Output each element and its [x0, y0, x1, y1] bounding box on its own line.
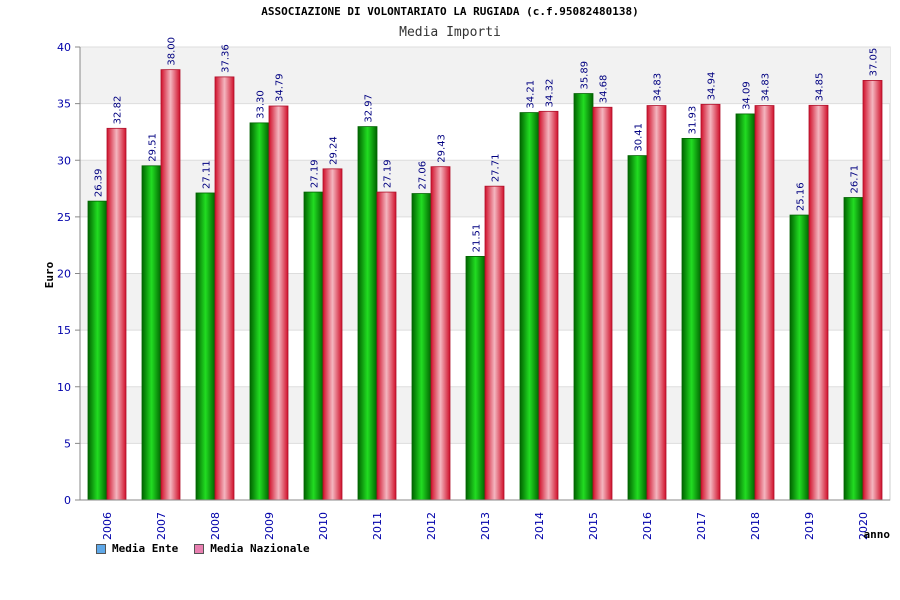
x-tick-label: 2015 [587, 512, 600, 540]
data-label-media-ente-2008: 27.11 [202, 160, 213, 189]
legend: Media Ente Media Nazionale [96, 542, 310, 555]
bar-media-nazionale-2012 [430, 166, 451, 501]
y-tick-label: 10 [57, 381, 71, 394]
x-tick-label: 2011 [371, 512, 384, 540]
bar-media-nazionale-2006 [106, 127, 127, 501]
data-label-media-ente-2020: 26.71 [850, 165, 861, 194]
bar-media-nazionale-2018 [754, 105, 775, 501]
bars [87, 69, 883, 501]
bar-media-nazionale-2017 [700, 103, 721, 501]
data-label-media-ente-2018: 34.09 [742, 81, 753, 110]
data-label-media-nazionale-2013: 27.71 [491, 154, 502, 183]
x-tick-label: 2006 [101, 512, 114, 540]
bar-media-ente-2008 [195, 192, 216, 501]
bar-media-nazionale-2007 [160, 69, 181, 501]
legend-label-media-nazionale: Media Nazionale [210, 542, 310, 555]
bar-media-nazionale-2008 [214, 76, 235, 501]
bar-media-ente-2014 [519, 112, 540, 501]
bar-media-nazionale-2019 [808, 104, 829, 501]
y-axis-title: Euro [43, 261, 56, 288]
y-tick-label: 0 [64, 494, 71, 507]
bar-media-nazionale-2015 [592, 106, 613, 501]
chart-title: ASSOCIAZIONE DI VOLONTARIATO LA RUGIADA … [261, 5, 639, 18]
bar-media-nazionale-2014 [538, 110, 559, 501]
data-label-media-nazionale-2012: 29.43 [437, 134, 448, 163]
legend-label-media-ente: Media Ente [112, 542, 179, 555]
data-label-media-nazionale-2007: 38.00 [167, 37, 178, 66]
x-tick-label: 2012 [425, 512, 438, 540]
data-label-media-ente-2007: 29.51 [148, 133, 159, 162]
bar-media-ente-2011 [357, 126, 378, 501]
axes: 0 5 10 15 20 25 30 35 40 2006 2007 2008 2009 2010 2011… [57, 41, 890, 540]
bar-media-ente-2006 [87, 200, 108, 501]
data-label-media-ente-2013: 21.51 [472, 224, 483, 253]
bar-media-ente-2012 [411, 193, 432, 501]
bar-media-nazionale-2011 [376, 191, 397, 501]
data-label-media-ente-2014: 34.21 [526, 80, 537, 109]
x-tick-label: 2019 [803, 512, 816, 540]
data-label-media-ente-2017: 31.93 [688, 106, 699, 135]
x-tick-label: 2017 [695, 512, 708, 540]
bar-media-ente-2016 [627, 155, 648, 501]
bar-media-nazionale-2016 [646, 105, 667, 501]
bar-media-ente-2007 [141, 165, 162, 501]
legend-item-media-nazionale: Media Nazionale [194, 542, 310, 555]
data-label-media-nazionale-2011: 27.19 [383, 159, 394, 188]
bar-media-ente-2020 [843, 197, 864, 501]
data-label-media-nazionale-2010: 29.24 [329, 136, 340, 165]
y-tick-label: 15 [57, 324, 71, 337]
bar-media-ente-2018 [735, 113, 756, 501]
legend-swatch-media-ente [96, 543, 106, 554]
x-tick-label: 2009 [263, 512, 276, 540]
bar-media-nazionale-2010 [322, 168, 343, 501]
bar-media-ente-2017 [681, 137, 702, 501]
y-tick-label: 25 [57, 211, 71, 224]
data-label-media-ente-2011: 32.97 [364, 94, 375, 123]
bar-media-ente-2010 [303, 191, 324, 501]
data-label-media-nazionale-2016: 34.83 [653, 73, 664, 102]
y-tick-label: 40 [57, 41, 71, 54]
data-label-media-nazionale-2008: 37.36 [221, 44, 232, 73]
data-label-media-ente-2019: 25.16 [796, 182, 807, 211]
data-label-media-ente-2012: 27.06 [418, 161, 429, 190]
x-tick-label: 2007 [155, 512, 168, 540]
chart-subtitle: Media Importi [399, 25, 501, 40]
x-tick-label: 2016 [641, 512, 654, 540]
data-label-media-ente-2010: 27.19 [310, 159, 321, 188]
data-label-media-ente-2016: 30.41 [634, 123, 645, 152]
y-tick-label: 20 [57, 268, 71, 281]
bar-media-ente-2009 [249, 122, 270, 501]
x-tick-label: 2010 [317, 512, 330, 540]
data-label-media-ente-2006: 26.39 [94, 168, 105, 197]
bar-media-ente-2013 [465, 255, 486, 501]
x-tick-label: 2020 [857, 512, 870, 540]
data-label-media-nazionale-2014: 34.32 [545, 79, 556, 108]
x-axis-title: anno [864, 528, 891, 541]
data-label-media-nazionale-2006: 32.82 [113, 96, 124, 125]
data-label-media-ente-2009: 33.30 [256, 90, 267, 119]
legend-item-media-ente: Media Ente [96, 542, 178, 555]
data-labels: 26.39 32.82 29.51 38.00 27.11 37.36 33.30 34.79… [94, 37, 880, 252]
data-label-media-nazionale-2015: 34.68 [599, 75, 610, 104]
bar-media-nazionale-2009 [268, 105, 289, 501]
data-label-media-ente-2015: 35.89 [580, 61, 591, 90]
data-label-media-nazionale-2018: 34.83 [761, 73, 772, 102]
y-tick-label: 5 [64, 437, 71, 450]
bar-media-ente-2015 [573, 93, 594, 501]
data-label-media-nazionale-2017: 34.94 [707, 72, 718, 101]
y-tick-label: 30 [57, 154, 71, 167]
x-tick-label: 2013 [479, 512, 492, 540]
bar-media-ente-2019 [789, 214, 810, 501]
data-label-media-nazionale-2020: 37.05 [869, 48, 880, 77]
bar-media-nazionale-2020 [862, 80, 883, 501]
x-tick-label: 2018 [749, 512, 762, 540]
data-label-media-nazionale-2019: 34.85 [815, 73, 826, 102]
y-tick-label: 35 [57, 98, 71, 111]
x-tick-label: 2008 [209, 512, 222, 540]
x-tick-label: 2014 [533, 512, 546, 540]
bar-media-nazionale-2013 [484, 185, 505, 501]
legend-swatch-media-nazionale [194, 543, 205, 554]
data-label-media-nazionale-2009: 34.79 [275, 73, 286, 102]
